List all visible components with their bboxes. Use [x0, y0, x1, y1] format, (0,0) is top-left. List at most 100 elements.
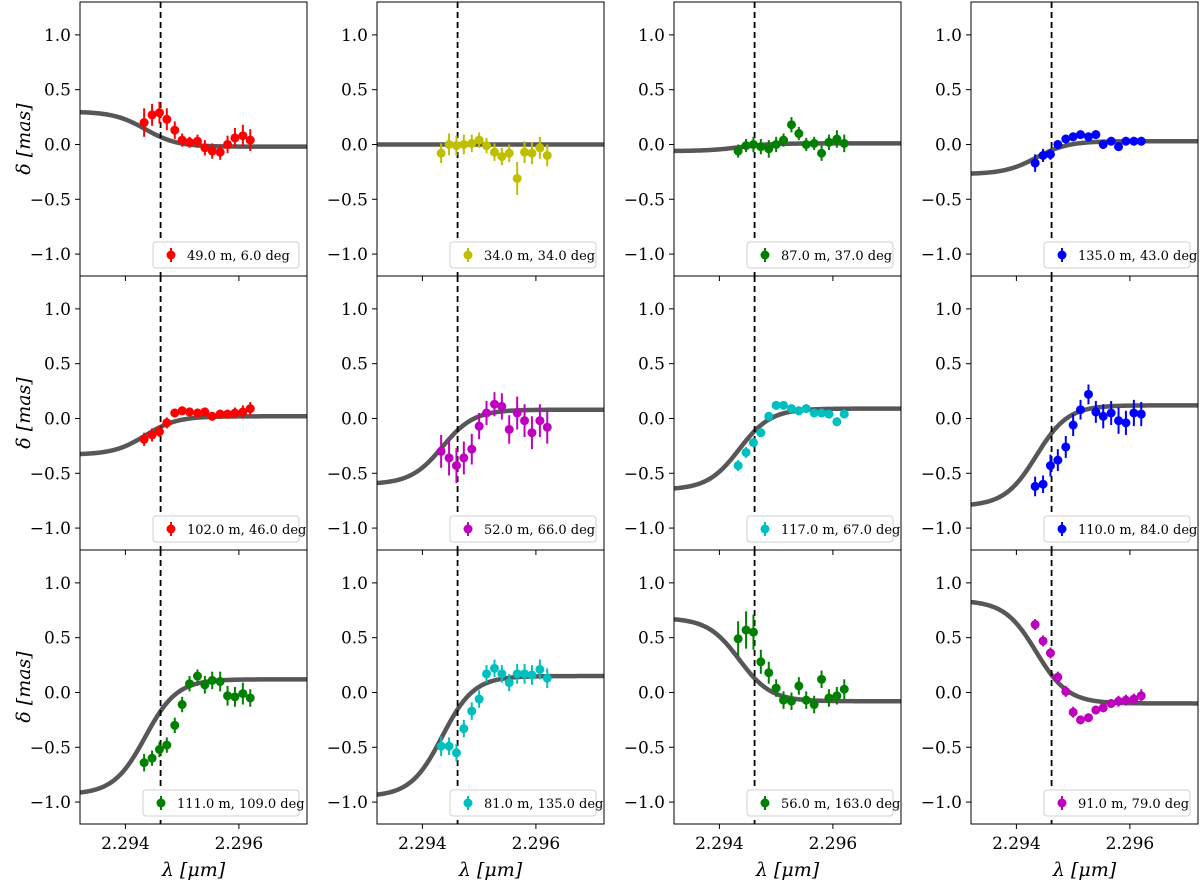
data-point — [444, 741, 454, 751]
y-tick-label: −1.0 — [327, 793, 368, 813]
y-tick-label: −1.0 — [30, 245, 71, 265]
data-point — [527, 148, 537, 158]
y-tick-label: −1.0 — [30, 519, 71, 539]
y-tick-label: 0.0 — [935, 409, 962, 429]
plot-area — [80, 550, 307, 824]
y-tick-label: −1.0 — [327, 519, 368, 539]
legend: 34.0 m, 34.0 deg — [449, 241, 597, 269]
data-point — [444, 139, 454, 149]
panel-8: 1.0 0.5 0.0 −0.5 −1.0 110.0 m, 84.0 deg — [921, 275, 1199, 555]
legend-label: 117.0 m, 67.0 deg — [781, 523, 900, 538]
legend-label: 135.0 m, 43.0 deg — [1078, 249, 1197, 264]
legend-label: 91.0 m, 79.0 deg — [1078, 797, 1189, 812]
legend-marker — [166, 250, 176, 260]
data-point — [839, 409, 849, 419]
data-point — [535, 664, 545, 674]
model-curve — [377, 673, 604, 797]
model-curve — [80, 109, 307, 149]
data-point — [154, 744, 164, 754]
y-tick-label: 0.0 — [44, 683, 71, 703]
y-tick-label: −1.0 — [624, 519, 665, 539]
data-point — [527, 428, 537, 438]
data-point — [786, 696, 796, 706]
y-tick-label: 0.5 — [638, 629, 665, 649]
data-point — [748, 627, 758, 637]
data-point — [489, 399, 499, 409]
x-axis-label: λ [μm] — [755, 859, 820, 881]
plot-area — [80, 2, 307, 276]
y-tick-label: 0.5 — [44, 81, 71, 101]
data-point — [1068, 420, 1078, 430]
data-point — [207, 675, 217, 685]
data-point — [230, 692, 240, 702]
y-axis-label: δ [mas] — [13, 651, 35, 723]
data-point — [207, 411, 217, 421]
data-point — [1038, 636, 1048, 646]
data-point — [185, 407, 195, 417]
y-tick-label: 0.0 — [44, 135, 71, 155]
legend-label: 49.0 m, 6.0 deg — [187, 249, 290, 264]
data-point — [1053, 672, 1063, 682]
legend: 111.0 m, 109.0 deg — [142, 789, 305, 817]
data-point — [839, 684, 849, 694]
data-point — [1091, 705, 1101, 715]
model-curve — [971, 599, 1198, 706]
data-point — [170, 408, 180, 418]
data-point — [1091, 130, 1101, 140]
data-point — [794, 681, 804, 691]
panel-frame — [673, 549, 902, 825]
y-tick-label: 0.0 — [44, 409, 71, 429]
legend: 49.0 m, 6.0 deg — [152, 241, 300, 269]
data-point — [170, 720, 180, 730]
data-point — [474, 135, 484, 145]
data-point — [771, 400, 781, 410]
x-axis-label: λ [μm] — [458, 859, 523, 881]
data-point — [542, 150, 552, 160]
data-point — [832, 417, 842, 427]
data-point — [779, 400, 789, 410]
legend-box — [142, 789, 300, 817]
y-tick-label: 1.0 — [44, 300, 71, 320]
data-point — [733, 461, 743, 471]
data-point — [230, 133, 240, 143]
data-point — [436, 446, 446, 456]
panel-frame — [970, 549, 1199, 825]
data-point — [748, 438, 758, 448]
legend-box — [746, 515, 894, 543]
plot-area — [674, 276, 901, 550]
y-tick-label: −0.5 — [30, 738, 71, 758]
y-tick-label: 0.0 — [341, 409, 368, 429]
y-tick-label: −0.5 — [921, 738, 962, 758]
data-point — [147, 430, 157, 440]
data-point — [786, 404, 796, 414]
y-tick-label: 1.0 — [341, 26, 368, 46]
legend-box — [746, 789, 894, 817]
y-tick-label: −1.0 — [30, 793, 71, 813]
data-point — [459, 453, 469, 463]
data-point — [200, 680, 210, 690]
data-point — [230, 408, 240, 418]
data-point — [489, 663, 499, 673]
data-point — [817, 148, 827, 158]
y-tick-label: −0.5 — [624, 464, 665, 484]
model-curve — [80, 414, 307, 457]
y-tick-label: −0.5 — [327, 738, 368, 758]
data-point — [451, 141, 461, 151]
plot-area — [971, 2, 1198, 276]
legend-box — [449, 241, 597, 269]
model-curve — [971, 403, 1198, 507]
model-curve — [80, 677, 307, 795]
data-point — [794, 406, 804, 416]
data-point — [1091, 407, 1101, 417]
data-point — [1114, 142, 1124, 152]
data-point — [809, 138, 819, 148]
data-point — [1121, 418, 1131, 428]
data-point — [756, 428, 766, 438]
y-tick-label: −1.0 — [921, 519, 962, 539]
data-point — [1038, 479, 1048, 489]
data-point — [801, 695, 811, 705]
plot-area — [377, 2, 604, 276]
data-point — [741, 447, 751, 457]
data-point — [504, 424, 514, 434]
plot-area — [674, 2, 901, 276]
